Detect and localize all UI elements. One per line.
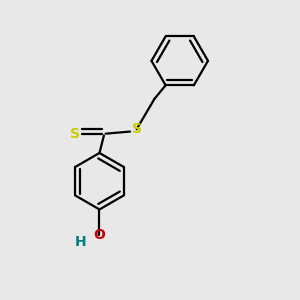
- Text: S: S: [132, 122, 142, 136]
- Text: S: S: [70, 127, 80, 141]
- Text: H: H: [75, 235, 87, 248]
- Text: O: O: [94, 228, 105, 242]
